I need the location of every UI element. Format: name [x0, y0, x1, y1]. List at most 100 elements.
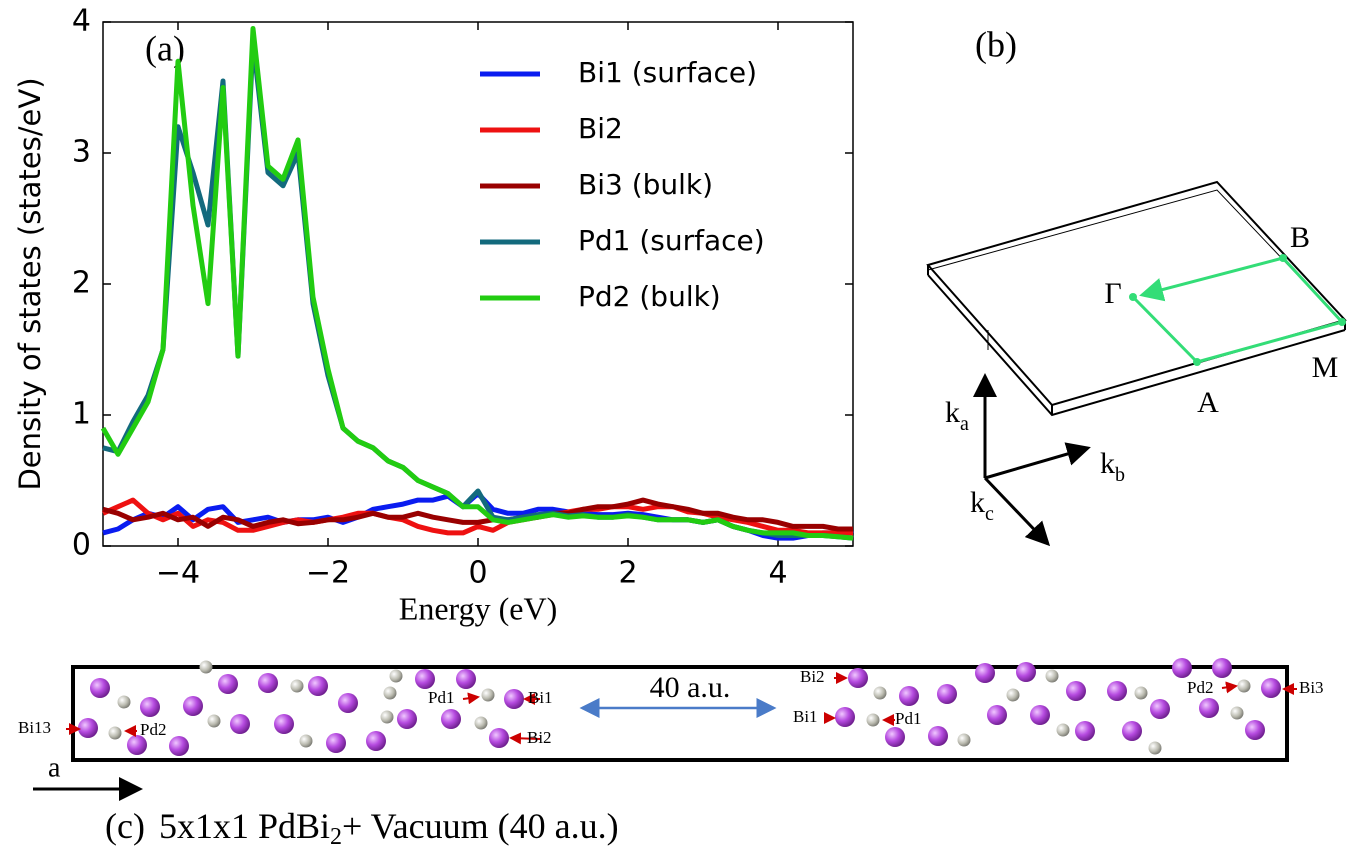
line [103, 29, 853, 539]
pd-atom [291, 680, 304, 693]
axis-main: k [945, 396, 960, 429]
pd-atom [208, 715, 221, 728]
axis-main: k [970, 486, 985, 519]
x-tick-label: 4 [768, 556, 787, 591]
legend-label: Pd2 (bulk) [578, 280, 721, 313]
atom-label: Bi1 [793, 707, 818, 726]
axis-sub: c [985, 503, 994, 525]
point-label: A [1197, 386, 1219, 419]
bi-atom [397, 709, 417, 729]
bi-atom [169, 736, 189, 756]
y-axis-label: Density of states (states/eV) [13, 77, 47, 490]
legend-label: Pd1 (surface) [578, 224, 765, 257]
axis-sub: a [960, 413, 969, 435]
bi-atom [338, 693, 358, 713]
bi-atom [835, 707, 855, 727]
bi-atom [848, 668, 868, 688]
x-tick-label: −2 [306, 556, 350, 591]
bi-atom [1199, 698, 1219, 718]
bi-atom [274, 714, 294, 734]
y-tick-label: 1 [72, 397, 91, 432]
bi-atom [975, 663, 995, 683]
x-tick-label: 0 [468, 556, 487, 591]
bi-atom [78, 718, 98, 738]
bi-atom [1172, 658, 1192, 678]
pd-atom [482, 689, 495, 702]
point [1279, 254, 1287, 262]
bi-atom [899, 686, 919, 706]
bi-atom [308, 676, 328, 696]
figure: (a) Energy (eV) Density of states (state… [0, 0, 1351, 860]
atom-label: Pd1 [895, 709, 921, 728]
bi-atom [1150, 699, 1170, 719]
atom-label: Pd1 [428, 688, 454, 707]
bi-atom [987, 705, 1007, 725]
axis-label: kb [1100, 447, 1125, 486]
legend-label: Bi1 (surface) [578, 56, 757, 89]
bi-atom [1261, 678, 1281, 698]
x-axis-label: Energy (eV) [399, 590, 557, 626]
atom-label: Bi3 [1299, 678, 1324, 697]
pd-atom [958, 734, 971, 747]
bi-atom [230, 714, 250, 734]
atom-label: Bi1 [528, 688, 553, 707]
y-tick-label: 0 [72, 528, 91, 563]
bi-atom [326, 733, 346, 753]
x-tick-label: −4 [156, 556, 200, 591]
atom-label: Bi2 [527, 728, 552, 747]
plot-frame [103, 22, 853, 546]
axis-sub: b [1115, 464, 1125, 486]
pd-atom [390, 670, 403, 683]
pd-atom [200, 661, 213, 674]
caption-text: 5x1x1 PdBi [159, 806, 330, 846]
caption-suffix: + Vacuum (40 a.u.) [342, 806, 619, 846]
point [1338, 318, 1346, 326]
bi-atom [937, 684, 957, 704]
caption-subscript: 2 [330, 824, 342, 850]
legend-label: Bi3 (bulk) [578, 168, 713, 201]
line [103, 42, 853, 538]
bi-atom [90, 678, 110, 698]
axis-label: kc [970, 486, 994, 525]
point-label: B [1290, 221, 1310, 254]
bi-atom [1016, 662, 1036, 682]
bi-atom [258, 673, 278, 693]
bi-atom [1066, 681, 1086, 701]
label-arrow [463, 697, 478, 699]
atom-label: Bi13 [18, 718, 51, 737]
pd-atom [874, 687, 887, 700]
pd-atom [1149, 742, 1162, 755]
axis-label: ka [945, 396, 969, 435]
bi-atom [183, 696, 203, 716]
k-axes [985, 376, 1088, 544]
atom-label: Bi2 [800, 667, 825, 686]
bi-atom [140, 697, 160, 717]
pd-atom [475, 717, 488, 730]
bi-atom [504, 689, 524, 709]
caption-label: (c) [105, 806, 145, 846]
bi-atom [441, 709, 461, 729]
legend-label: Bi2 [578, 112, 623, 145]
point [1193, 358, 1201, 366]
pd-atom [1007, 689, 1020, 702]
pd-atom [384, 687, 397, 700]
pd-atom [867, 714, 880, 727]
bi-atom [1245, 720, 1265, 740]
pd-atom [109, 727, 122, 740]
x-tick-label: 2 [618, 556, 637, 591]
pd-atom [1231, 707, 1244, 720]
bi-atom [366, 731, 386, 751]
caption: (c) 5x1x1 PdBi2+ Vacuum (40 a.u.) [105, 806, 619, 849]
y-tick-label: 4 [72, 4, 91, 39]
pd-atom [1046, 670, 1059, 683]
bi-atom [1212, 658, 1232, 678]
bi-atom [489, 728, 509, 748]
pd-atom [300, 735, 313, 748]
atom-label: Pd2 [140, 720, 166, 739]
y-tick-label: 3 [72, 135, 91, 170]
pd-atom [1057, 724, 1070, 737]
bi-atom [885, 727, 905, 747]
axis-main: k [1100, 447, 1115, 480]
line [103, 494, 853, 538]
panel-label: (b) [975, 24, 1017, 64]
